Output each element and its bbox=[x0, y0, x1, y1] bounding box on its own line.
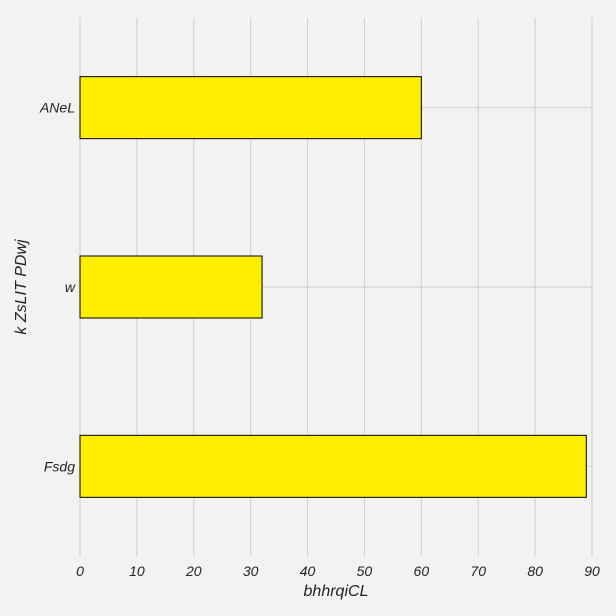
x-tick-label: 40 bbox=[300, 563, 316, 579]
x-tick-label: 60 bbox=[414, 563, 430, 579]
y-tick-label: w bbox=[65, 279, 76, 295]
label-layer: bhhrqiCL k ZsLIT PDwj 0 10 20 30 40 50 60 70 80 9… bbox=[13, 100, 600, 600]
bar-layer bbox=[79, 76, 587, 498]
bar-Fsdg bbox=[79, 434, 587, 498]
y-axis-label: k ZsLIT PDwj bbox=[13, 239, 30, 335]
x-tick-label: 90 bbox=[584, 563, 600, 579]
x-axis-label: bhhrqiCL bbox=[304, 583, 369, 600]
x-tick-label: 50 bbox=[357, 563, 373, 579]
x-tick-label: 80 bbox=[527, 563, 543, 579]
x-tick-label: 10 bbox=[129, 563, 145, 579]
y-tick-label: ANeL bbox=[39, 100, 75, 116]
x-tick-label: 30 bbox=[243, 563, 259, 579]
bar-ANeL bbox=[79, 76, 422, 140]
y-tick-label: Fsdg bbox=[44, 458, 75, 474]
x-tick-label: 0 bbox=[76, 563, 84, 579]
bar-w bbox=[79, 255, 263, 319]
x-tick-label: 20 bbox=[185, 563, 202, 579]
x-tick-label: 70 bbox=[470, 563, 486, 579]
